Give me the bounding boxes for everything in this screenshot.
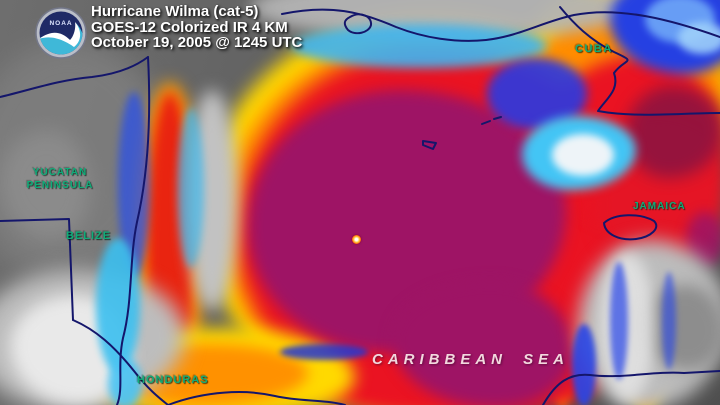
ir-blue-right-fringe [662, 272, 676, 370]
label-yucatan-peninsula: YUCATAN PENINSULA [26, 167, 94, 191]
hurricane-eye-marker [352, 235, 361, 244]
honduras-nicaragua-border [542, 370, 720, 405]
mexico-guatemala-border [0, 218, 74, 321]
cayman-brac-outline [481, 120, 491, 125]
ir-cyan-ne-light [678, 22, 720, 54]
ir-blue-bottom-dashes [280, 344, 368, 360]
title-datetime: October 19, 2005 @ 1245 UTC [91, 34, 303, 51]
little-cayman-outline [493, 116, 502, 120]
label-caribbean-sea: CARIBBEAN SEA [372, 351, 570, 368]
jamaica-outline [603, 214, 658, 241]
honduras-coast-border [167, 391, 346, 405]
ir-blue-right-fringe [610, 262, 628, 380]
ir-cyan-top-fringe [292, 24, 547, 68]
logo-acronym: NOAA [49, 20, 72, 27]
ir-dark-red-patch [626, 86, 720, 178]
gulf-coast-border [0, 56, 149, 98]
cuba-south-coast-border [559, 6, 720, 116]
ir-cyan-sw-patch [108, 358, 142, 405]
guatemala-honduras-border [72, 319, 169, 405]
label-honduras: HONDURAS [137, 374, 209, 386]
noaa-logo: NOAA [35, 7, 87, 59]
label-belize: BELIZE [66, 230, 112, 242]
grand-cayman-outline [422, 140, 437, 150]
ir-cyan-column-fringe [178, 108, 204, 268]
title-storm-name: Hurricane Wilma (cat-5) [91, 3, 259, 20]
ir-blue-bottomright-streak [572, 324, 596, 405]
label-jamaica: JAMAICA [633, 201, 686, 212]
isla-juventud-outline [343, 13, 373, 35]
ir-white-east-patch [552, 134, 614, 176]
title-product: GOES-12 Colorized IR 4 KM [91, 18, 288, 36]
ir-magenta-caribbean [393, 282, 573, 405]
title-block: Hurricane Wilma (cat-5) GOES-12 Colorize… [91, 4, 302, 51]
seagull-icon [39, 22, 81, 47]
label-cuba: CUBA [575, 43, 613, 55]
yucatan-belize-coast-border [116, 56, 151, 405]
cuba-north-coast-border [281, 8, 720, 42]
land-gray-patch [0, 130, 90, 240]
